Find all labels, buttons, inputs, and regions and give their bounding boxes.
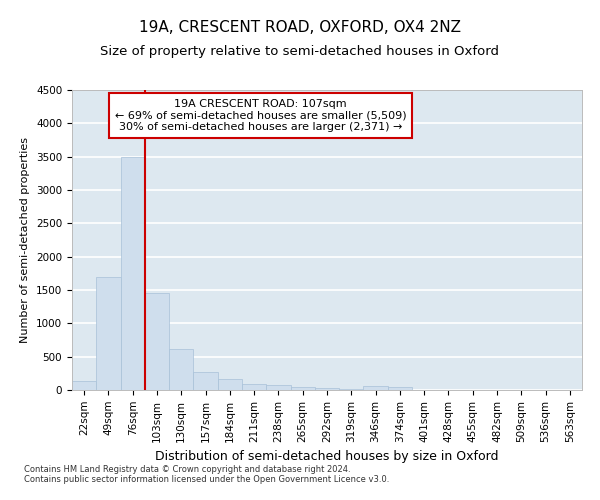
Bar bbox=[96, 276, 121, 390]
Bar bbox=[364, 386, 388, 390]
Text: Contains HM Land Registry data © Crown copyright and database right 2024.: Contains HM Land Registry data © Crown c… bbox=[24, 466, 350, 474]
Bar bbox=[169, 348, 193, 390]
Bar bbox=[145, 294, 169, 390]
Bar bbox=[266, 386, 290, 390]
Bar bbox=[242, 384, 266, 390]
Bar bbox=[193, 372, 218, 390]
Bar bbox=[315, 388, 339, 390]
Bar bbox=[290, 388, 315, 390]
Bar bbox=[72, 382, 96, 390]
Bar bbox=[388, 386, 412, 390]
Text: 19A CRESCENT ROAD: 107sqm
← 69% of semi-detached houses are smaller (5,509)
30% : 19A CRESCENT ROAD: 107sqm ← 69% of semi-… bbox=[115, 99, 407, 132]
X-axis label: Distribution of semi-detached houses by size in Oxford: Distribution of semi-detached houses by … bbox=[155, 450, 499, 463]
Text: Size of property relative to semi-detached houses in Oxford: Size of property relative to semi-detach… bbox=[101, 45, 499, 58]
Bar bbox=[218, 379, 242, 390]
Bar bbox=[339, 388, 364, 390]
Text: 19A, CRESCENT ROAD, OXFORD, OX4 2NZ: 19A, CRESCENT ROAD, OXFORD, OX4 2NZ bbox=[139, 20, 461, 35]
Text: Contains public sector information licensed under the Open Government Licence v3: Contains public sector information licen… bbox=[24, 476, 389, 484]
Y-axis label: Number of semi-detached properties: Number of semi-detached properties bbox=[20, 137, 31, 343]
Bar bbox=[121, 156, 145, 390]
